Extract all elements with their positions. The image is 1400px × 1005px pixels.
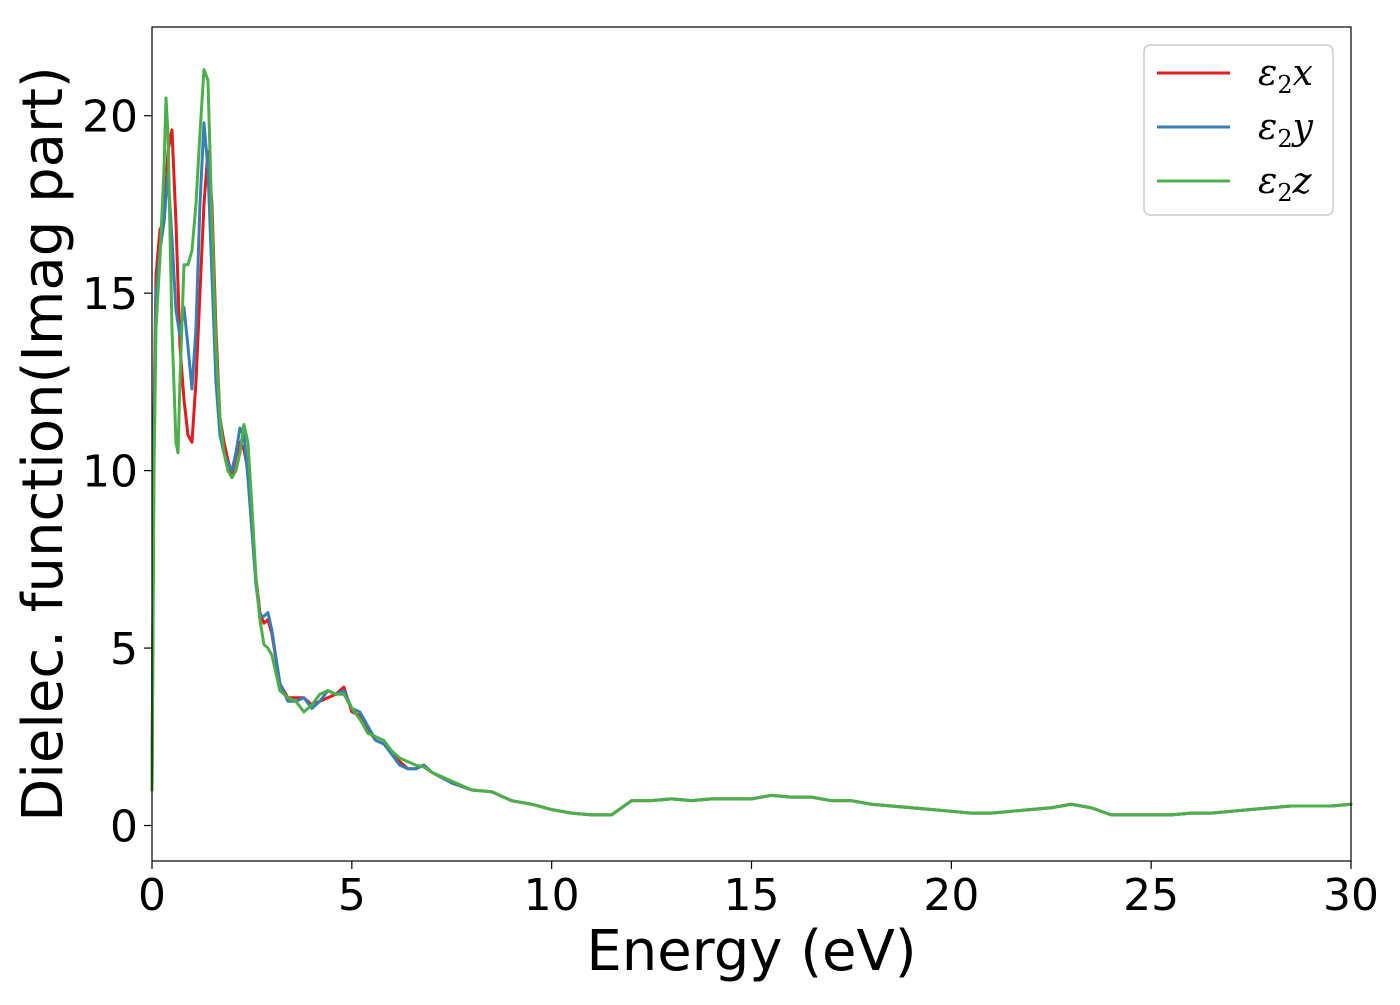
legend-box (1143, 44, 1334, 216)
y-axis-title: Dielec. function(Imag part) (11, 66, 76, 822)
x-tick-label: 0 (138, 870, 166, 921)
x-tick-label: 5 (338, 870, 366, 921)
series-layer (150, 68, 1353, 817)
y-tick-label: 20 (82, 92, 138, 143)
legend-label-z: ε2z (1258, 161, 1313, 207)
legend-label-x: ε2x (1258, 53, 1313, 99)
legend: ε2x ε2y ε2z (1143, 44, 1334, 216)
y-tick-label: 15 (82, 269, 138, 320)
x-axis: 0 5 10 15 20 25 30 (138, 861, 1379, 921)
x-tick-label: 25 (1123, 870, 1179, 921)
y-tick-label: 10 (82, 447, 138, 498)
x-tick-label: 30 (1323, 870, 1379, 921)
y-axis: 0 5 10 15 20 (82, 92, 152, 853)
x-tick-label: 20 (923, 870, 979, 921)
x-axis-title: Energy (eV) (586, 919, 916, 984)
x-tick-label: 15 (724, 870, 780, 921)
y-tick-label: 0 (110, 802, 138, 853)
x-tick-label: 10 (524, 870, 580, 921)
series-line-z (150, 68, 1353, 817)
legend-label-y: ε2y (1258, 107, 1314, 153)
y-tick-label: 5 (110, 624, 138, 675)
